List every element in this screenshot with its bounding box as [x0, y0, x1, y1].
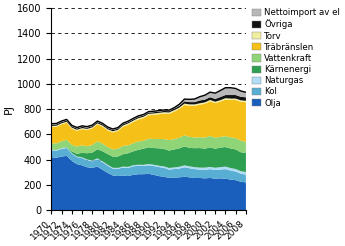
Y-axis label: PJ: PJ — [4, 104, 14, 114]
Legend: Nettoimport av el, Övriga, Torv, Träbränslen, Vattenkraft, Kärnenergi, Naturgas,: Nettoimport av el, Övriga, Torv, Träbrän… — [252, 8, 340, 108]
